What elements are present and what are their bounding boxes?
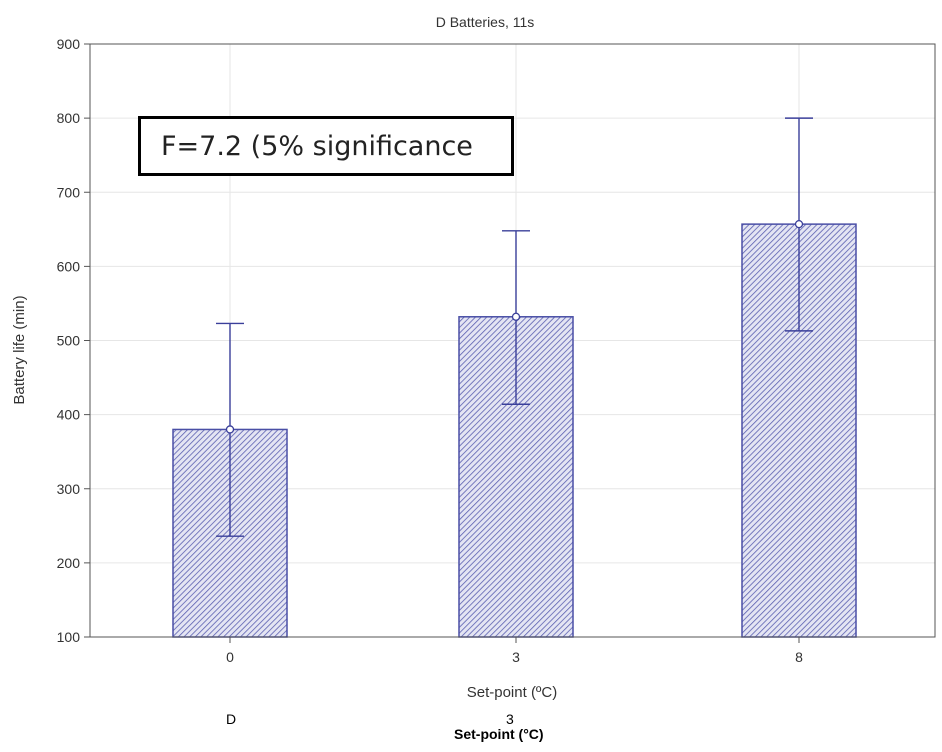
y-tick-label: 600 xyxy=(57,258,81,274)
y-axis-ticks: 100 200 300 400 500 600 700 800 900 xyxy=(57,36,90,645)
x-axis-label: Set-point (ºC) xyxy=(467,684,558,701)
y-tick-label: 200 xyxy=(57,555,81,571)
x-tick-label: 0 xyxy=(226,649,234,665)
mean-marker xyxy=(225,425,235,434)
y-tick-label: 500 xyxy=(57,333,81,349)
annotation-box: F=7.2 (5% significance xyxy=(138,116,514,176)
y-tick-label: 300 xyxy=(57,481,81,497)
mean-marker xyxy=(511,312,521,321)
x-axis-ticks: 0 3 8 xyxy=(226,637,803,665)
x-tick-label: 3 xyxy=(512,649,520,665)
y-tick-label: 400 xyxy=(57,407,81,423)
y-tick-label: 100 xyxy=(57,629,81,645)
y-tick-label: 900 xyxy=(57,36,81,52)
mean-marker xyxy=(794,219,804,229)
chart-title: D Batteries, 11s xyxy=(436,14,535,30)
bars-group xyxy=(172,223,857,638)
annotation-text: F=7.2 (5% significance xyxy=(161,130,473,162)
y-tick-label: 700 xyxy=(57,184,81,200)
footer-center-label: 3 xyxy=(506,711,514,727)
error-bars-group xyxy=(216,117,813,537)
x-tick-label: 8 xyxy=(795,649,803,665)
y-tick-label: 800 xyxy=(57,110,81,126)
footer-axis-label: Set-point (°C) xyxy=(454,726,544,742)
footer-left-label: D xyxy=(226,711,237,727)
y-axis-label: Battery life (min) xyxy=(11,295,28,404)
